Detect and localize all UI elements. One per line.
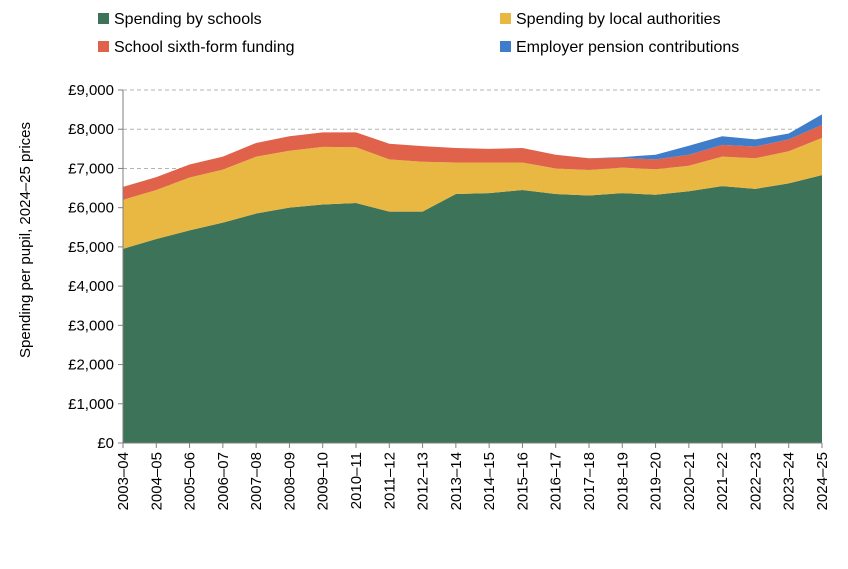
x-tick-label: 2004–05: [148, 452, 165, 510]
y-tick-label: £0: [97, 435, 114, 452]
legend-label-spending-by-local-authorities: Spending by local authorities: [516, 11, 721, 28]
area-series: [123, 114, 822, 444]
y-tick-label: £7,000: [68, 160, 114, 177]
x-tick-label: 2007–08: [248, 452, 265, 510]
legend-label-employer-pension-contributions: Employer pension contributions: [516, 39, 739, 56]
y-tick-labels: £0 £1,000 £2,000 £3,000 £4,000 £5,000 £6,000 £7…: [68, 82, 114, 452]
y-axis-title: Spending per pupil, 2024–25 prices: [17, 122, 34, 358]
x-tick-label: 2009–10: [315, 452, 332, 510]
x-tick-label: 2022–23: [747, 452, 764, 510]
x-tick-label: 2018–19: [614, 452, 631, 510]
area-spending-by-local-authorities: [123, 137, 822, 249]
x-tick-label: 2020–21: [681, 452, 698, 510]
legend-swatch-spending-by-local-authorities: [500, 13, 511, 24]
x-tick-label: 2011–12: [381, 452, 398, 509]
x-tick-label: 2014–15: [481, 452, 498, 510]
x-tick-label: 2005–06: [182, 452, 199, 510]
x-tick-label: 2012–13: [415, 452, 432, 510]
x-tick-label: 2019–20: [648, 452, 665, 510]
legend-swatch-employer-pension-contributions: [500, 41, 511, 52]
legend-swatch-spending-by-schools: [98, 13, 109, 24]
y-tick-label: £1,000: [68, 396, 114, 413]
x-tick-label: 2024–25: [814, 452, 831, 510]
legend-label-school-sixth-form-funding: School sixth-form funding: [114, 39, 295, 56]
area-school-sixth-form-funding: [123, 124, 822, 200]
y-tick-label: £4,000: [68, 278, 114, 295]
y-tick-label: £6,000: [68, 200, 114, 217]
y-tick-label: £5,000: [68, 239, 114, 256]
axes: [118, 89, 823, 448]
y-tick-label: £3,000: [68, 317, 114, 334]
x-tick-label: 2013–14: [448, 452, 465, 510]
x-tick-label: 2015–16: [514, 452, 531, 510]
y-tick-label: £9,000: [68, 82, 114, 99]
x-tick-label: 2016–17: [548, 452, 565, 510]
x-tick-label: 2006–07: [215, 452, 232, 510]
x-tick-labels: 2003–04 2004–05 2005–06 2006–07 2007–08 2008–…: [115, 452, 831, 510]
legend: Spending by schools Spending by local aut…: [98, 11, 739, 56]
area-employer-pension-contributions: [123, 114, 822, 187]
x-tick-label: 2008–09: [281, 452, 298, 510]
x-tick-label: 2023–24: [781, 452, 798, 510]
y-tick-label: £2,000: [68, 357, 114, 374]
x-tick-label: 2017–18: [581, 452, 598, 510]
area-spending-by-schools: [123, 175, 822, 444]
y-tick-label: £8,000: [68, 121, 114, 138]
legend-label-spending-by-schools: Spending by schools: [114, 11, 262, 28]
x-tick-label: 2003–04: [115, 452, 132, 510]
legend-swatch-school-sixth-form-funding: [98, 41, 109, 52]
x-tick-label: 2010–11: [348, 452, 365, 509]
x-tick-label: 2021–22: [714, 452, 731, 510]
